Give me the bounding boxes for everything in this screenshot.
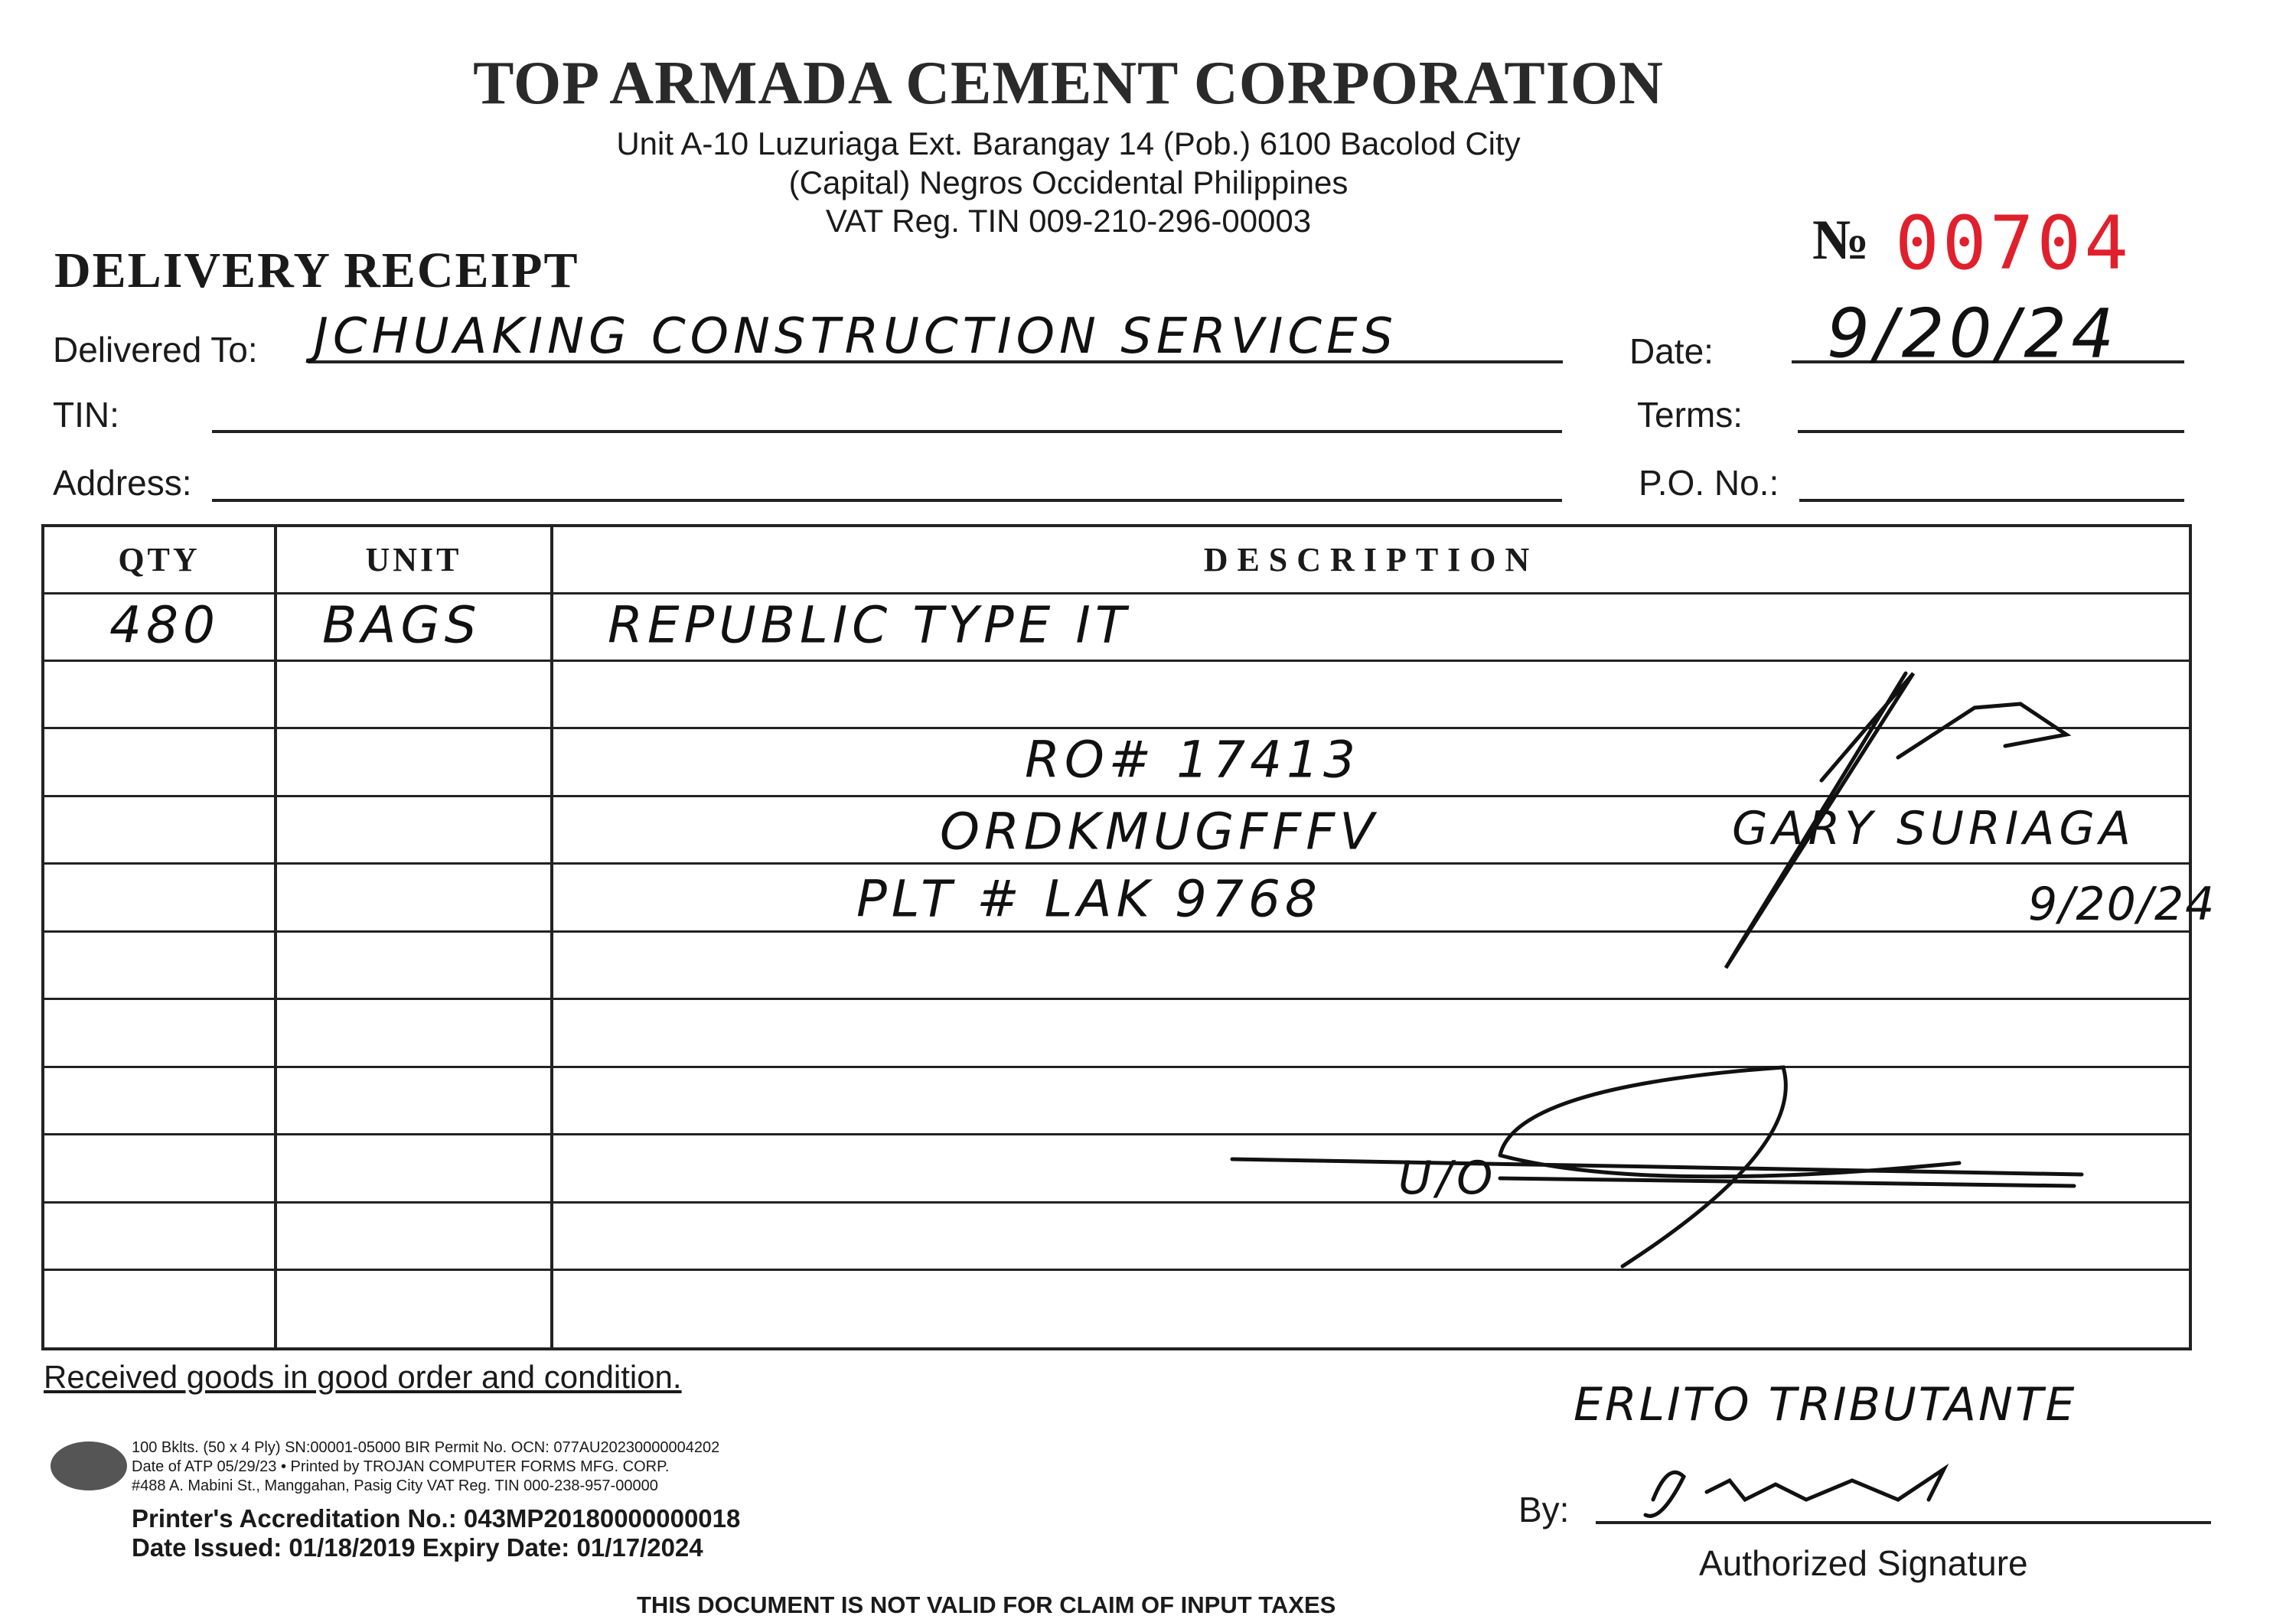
- disclaimer: THIS DOCUMENT IS NOT VALID FOR CLAIM OF …: [637, 1591, 1336, 1618]
- po-field[interactable]: [1799, 499, 2184, 502]
- company-address-1: Unit A-10 Luzuriaga Ext. Barangay 14 (Po…: [616, 125, 1521, 161]
- description-header: DESCRIPTION: [550, 524, 2192, 595]
- signature-line[interactable]: [1596, 1521, 2211, 1524]
- note-strikeout-icon: [1230, 1065, 2084, 1269]
- by-label: By:: [1518, 1490, 1570, 1529]
- address-field[interactable]: [212, 499, 1562, 502]
- items-table: QTY UNIT DESCRIPTION: [41, 524, 2192, 1350]
- printer-logo-icon: [51, 1441, 127, 1490]
- received-date: 9/20/24: [2028, 878, 2216, 931]
- printer-info: 100 Bklts. (50 x 4 Ply) SN:00001-05000 B…: [132, 1438, 719, 1496]
- authorized-signature-icon: [1643, 1463, 1949, 1518]
- note-ro: RO# 17413: [1025, 730, 1361, 790]
- company-tin: VAT Reg. TIN 009-210-296-00003: [825, 203, 1312, 239]
- address-label: Address:: [53, 463, 192, 503]
- printer-line-2: Date of ATP 05/29/23 • Printed by TROJAN…: [132, 1458, 670, 1475]
- po-label: P.O. No.:: [1639, 463, 1779, 503]
- company-name: TOP ARMADA CEMENT CORPORATION: [473, 50, 1664, 117]
- printer-accreditation: Printer's Accreditation No.: 043MP201800…: [132, 1504, 741, 1533]
- number-label: №: [1812, 209, 1870, 272]
- tin-field[interactable]: [212, 430, 1562, 433]
- note-order: ORDKMUGFFFV: [940, 802, 1379, 862]
- delivered-to-label: Delivered To:: [53, 330, 258, 370]
- terms-label: Terms:: [1637, 395, 1743, 435]
- issue-expiry-dates: Date Issued: 01/18/2019 Expiry Date: 01/…: [132, 1533, 703, 1562]
- terms-field[interactable]: [1798, 430, 2184, 433]
- printer-line-1: 100 Bklts. (50 x 4 Ply) SN:00001-05000 B…: [132, 1439, 720, 1456]
- receiver-signature-icon: [1724, 671, 2072, 969]
- struck-note: U/O: [1398, 1152, 1498, 1205]
- printer-line-3: #488 A. Mabini St., Manggahan, Pasig Cit…: [132, 1477, 658, 1494]
- company-address-2: (Capital) Negros Occidental Philippines: [788, 165, 1349, 200]
- unit-header: UNIT: [274, 524, 553, 595]
- date-value[interactable]: 9/20/24: [1827, 294, 2119, 373]
- row-qty: 480: [109, 595, 220, 655]
- receipt-number: 00704: [1895, 200, 2131, 286]
- row-description: REPUBLIC TYPE IT: [608, 595, 1131, 655]
- note-plate: PLT # LAK 9768: [856, 869, 1322, 929]
- document-title: DELIVERY RECEIPT: [54, 243, 579, 298]
- qty-header: QTY: [41, 524, 277, 595]
- signer-name: ERLITO TRIBUTANTE: [1574, 1378, 2077, 1432]
- received-statement: Received goods in good order and conditi…: [44, 1359, 682, 1395]
- delivered-to-value[interactable]: JCHUAKING CONSTRUCTION SERVICES: [314, 308, 1398, 365]
- tin-label: TIN:: [53, 395, 119, 435]
- date-label: Date:: [1629, 331, 1714, 371]
- row-unit: BAGS: [322, 595, 481, 655]
- authorized-signature-label: Authorized Signature: [1699, 1543, 2028, 1583]
